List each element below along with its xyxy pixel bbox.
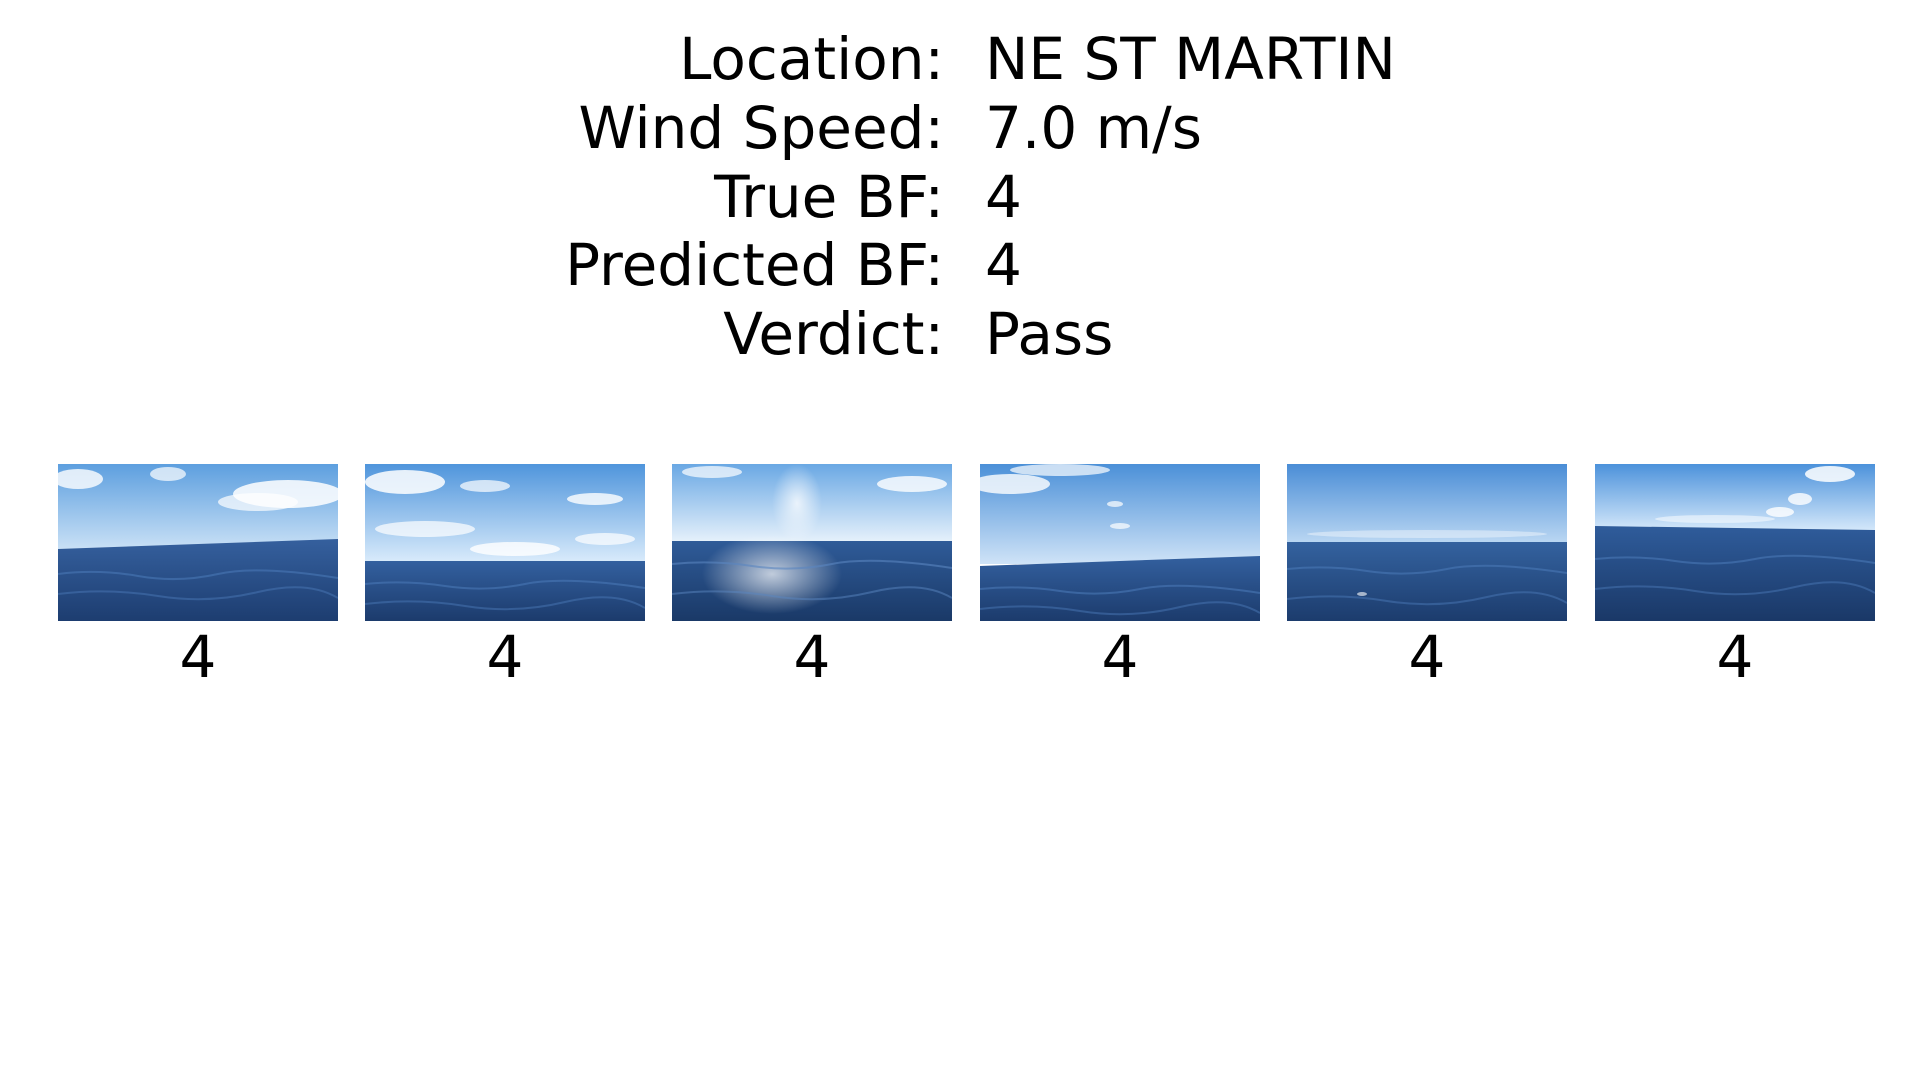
predicted-bf-value: 4 (985, 231, 1022, 299)
predicted-bf-label: Predicted BF: (565, 231, 944, 299)
sea-image-2 (365, 464, 645, 621)
sea-image-4 (980, 464, 1260, 621)
verdict-label: Verdict: (723, 300, 944, 368)
location-label: Location: (679, 25, 944, 93)
wind-speed-value: 7.0 m/s (985, 94, 1202, 162)
image-3-label: 4 (793, 623, 831, 691)
image-1-label: 4 (179, 623, 217, 691)
sea-image-5 (1287, 464, 1567, 621)
image-5-label: 4 (1408, 623, 1446, 691)
verdict-value: Pass (985, 300, 1114, 368)
image-6-label: 4 (1716, 623, 1754, 691)
image-2-label: 4 (486, 623, 524, 691)
location-value: NE ST MARTIN (985, 25, 1396, 93)
wind-speed-label: Wind Speed: (578, 94, 944, 162)
image-4-label: 4 (1101, 623, 1139, 691)
true-bf-label: True BF: (714, 163, 944, 231)
true-bf-value: 4 (985, 163, 1022, 231)
sea-image-3 (672, 464, 952, 621)
sea-image-1 (58, 464, 338, 621)
sea-image-6 (1595, 464, 1875, 621)
